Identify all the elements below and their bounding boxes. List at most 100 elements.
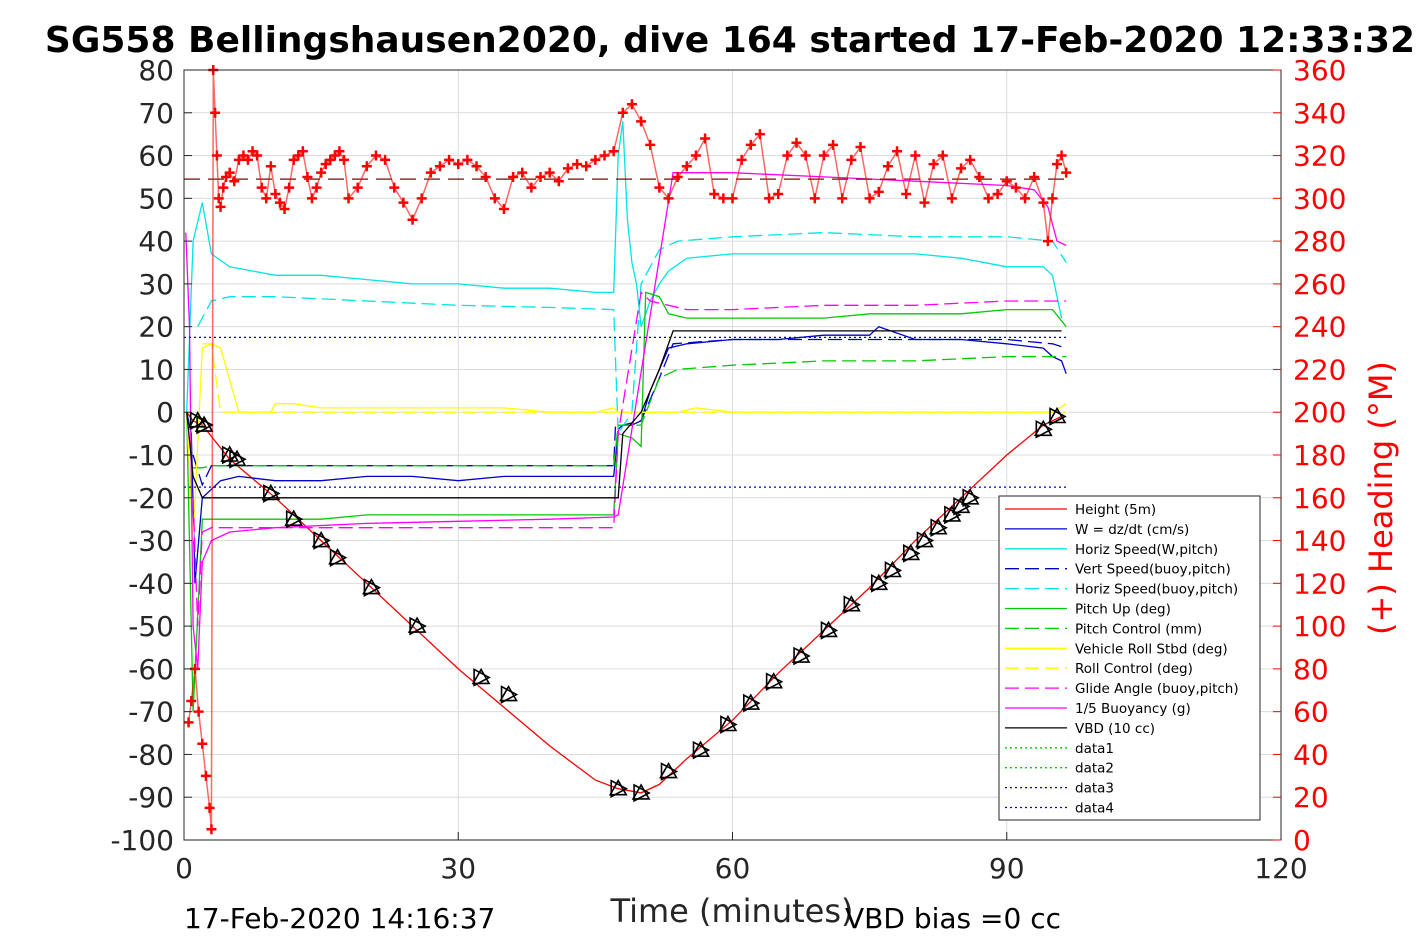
heading-point — [745, 139, 756, 150]
x-tick: 30 — [440, 852, 476, 885]
heading-point — [338, 154, 349, 165]
heading-point — [193, 706, 204, 717]
heading-point — [462, 154, 473, 165]
y-tick-right: 340 — [1293, 97, 1346, 130]
heading-point — [764, 193, 775, 204]
event-marker-right — [765, 672, 784, 692]
heading-point — [1001, 176, 1012, 187]
event-marker-right — [229, 449, 247, 469]
heading-point — [946, 193, 957, 204]
heading-point — [210, 107, 221, 118]
heading-point — [211, 150, 222, 161]
heading-point — [626, 99, 637, 110]
heading-layer — [183, 65, 1072, 835]
heading-point — [343, 193, 354, 204]
heading-point — [837, 193, 848, 204]
heading-point — [480, 171, 491, 182]
heading-point — [284, 182, 295, 193]
heading-point — [197, 738, 208, 749]
heading-point — [709, 189, 720, 200]
heading-point — [1042, 236, 1053, 247]
y-tick-left: -50 — [128, 610, 174, 643]
heading-point — [562, 163, 573, 174]
heading-point — [389, 182, 400, 193]
y-tick-right: 200 — [1293, 396, 1346, 429]
heading-point — [206, 824, 217, 835]
heading-point — [416, 193, 427, 204]
legend-label-roll_ctrl: Roll Control (deg) — [1075, 661, 1193, 677]
y-tick-left: -10 — [128, 439, 174, 472]
y-tick-left: -30 — [128, 525, 174, 558]
legend-label-vbd: VBD (10 cc) — [1075, 721, 1155, 737]
legend-label-horiz_w: Horiz Speed(W,pitch) — [1075, 542, 1218, 558]
y-tick-left: 50 — [138, 182, 174, 215]
x-tick: 90 — [989, 852, 1025, 885]
heading-point — [425, 167, 436, 178]
event-marker-right — [742, 693, 761, 713]
heading-point — [297, 146, 308, 157]
footer-vbd-bias: VBD bias =0 cc — [845, 902, 1061, 935]
heading-point — [1020, 193, 1031, 204]
legend-label-height: Height (5m) — [1075, 502, 1156, 518]
heading-point — [818, 150, 829, 161]
y-tick-right: 180 — [1293, 439, 1346, 472]
y-tick-left: -90 — [128, 781, 174, 814]
heading-point — [229, 176, 240, 187]
heading-point — [828, 139, 839, 150]
y-tick-right: 20 — [1293, 781, 1329, 814]
y-tick-left: -20 — [128, 482, 174, 515]
heading-point — [544, 167, 555, 178]
heading-point — [535, 171, 546, 182]
heading-point — [361, 161, 372, 172]
heading-point — [204, 802, 215, 813]
heading-point — [892, 146, 903, 157]
heading-point — [526, 182, 537, 193]
heading-point — [608, 146, 619, 157]
heading-point — [718, 193, 729, 204]
event-marker-up — [407, 616, 427, 633]
heading-point — [965, 154, 976, 165]
heading-point — [407, 214, 418, 225]
y-tick-right: 160 — [1293, 482, 1346, 515]
heading-point — [572, 159, 583, 170]
event-marker-up — [471, 667, 491, 685]
heading-point — [599, 150, 610, 161]
event-marker-right — [1035, 419, 1054, 439]
y-tick-right: 60 — [1293, 696, 1329, 729]
heading-point — [471, 161, 482, 172]
legend-label-data4: data4 — [1075, 801, 1114, 817]
heading-point — [864, 193, 875, 204]
event-marker-right — [962, 488, 980, 508]
y-tick-right: 300 — [1293, 182, 1346, 215]
event-marker-up — [261, 483, 281, 501]
y-tick-left: -70 — [128, 696, 174, 729]
legend-label-data3: data3 — [1075, 781, 1114, 797]
event-marker-up — [791, 646, 811, 663]
legend-label-buoyancy: 1/5 Buoyancy (g) — [1075, 701, 1191, 717]
y-tick-right: 220 — [1293, 353, 1346, 386]
heading-point — [398, 197, 409, 208]
event-marker-up — [928, 518, 948, 535]
event-marker-up — [915, 530, 934, 548]
heading-point — [873, 186, 884, 197]
heading-point — [901, 189, 912, 200]
series-line-roll_ctrl — [202, 343, 1067, 413]
heading-point — [636, 116, 647, 127]
y-tick-left: 80 — [138, 54, 174, 87]
heading-point — [311, 182, 322, 193]
heading-point — [1047, 193, 1058, 204]
heading-point — [186, 695, 197, 706]
heading-point — [218, 182, 229, 193]
heading-point — [617, 107, 628, 118]
event-marker-right — [660, 762, 679, 781]
y-tick-right: 40 — [1293, 738, 1329, 771]
event-marker-up — [1033, 419, 1053, 437]
legend-label-pitch: Pitch Up (deg) — [1075, 602, 1171, 618]
y-tick-right: 100 — [1293, 610, 1346, 643]
y-tick-right: 320 — [1293, 140, 1346, 173]
heading-point — [809, 193, 820, 204]
heading-point — [882, 161, 893, 172]
event-marker-right — [953, 496, 971, 516]
legend-box — [998, 495, 1261, 821]
event-marker-right — [930, 518, 948, 538]
